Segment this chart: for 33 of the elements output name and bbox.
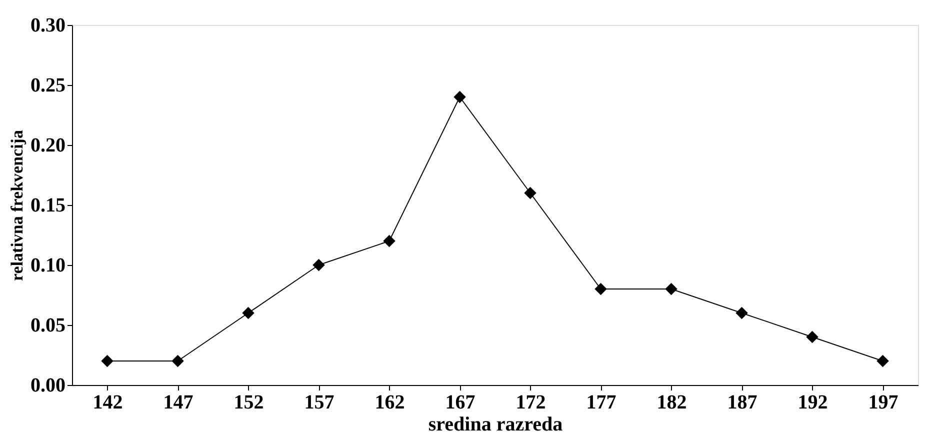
point [312, 258, 325, 272]
point [594, 282, 607, 296]
x-tick-label: 162 [374, 392, 405, 414]
point [242, 306, 254, 320]
y-tick-label: 0.05 [30, 314, 66, 336]
x-tick-label: 152 [234, 392, 264, 414]
x-tick-label: 147 [163, 392, 194, 414]
x-tick-label: 197 [868, 392, 898, 414]
point [454, 90, 466, 104]
point [665, 282, 678, 296]
y-tick-label: 0.25 [30, 74, 66, 96]
point [806, 330, 818, 344]
x-tick-label: 177 [586, 392, 616, 414]
y-tick-label: 0.00 [30, 374, 66, 396]
point [876, 354, 889, 368]
x-tick-label: 167 [445, 392, 476, 414]
x-tick-label: 172 [516, 392, 546, 414]
y-tick-label: 0.20 [30, 134, 66, 156]
y-tick-label: 0.30 [30, 14, 66, 36]
point [172, 354, 184, 368]
x-tick-label: 157 [304, 392, 334, 414]
y-axis-title: relativna frekvencija [8, 130, 26, 281]
x-tick-label: 142 [92, 392, 123, 414]
x-tick-label: 187 [727, 392, 758, 414]
x-axis-title: sredina razreda [428, 414, 563, 436]
point [524, 186, 536, 200]
x-tick-label: 192 [798, 392, 828, 414]
point [101, 354, 114, 368]
point [383, 234, 396, 248]
x-tick-label: 182 [656, 392, 687, 414]
y-tick-label: 0.15 [30, 194, 66, 216]
y-tick-label: 0.10 [30, 254, 66, 276]
point [736, 306, 748, 320]
